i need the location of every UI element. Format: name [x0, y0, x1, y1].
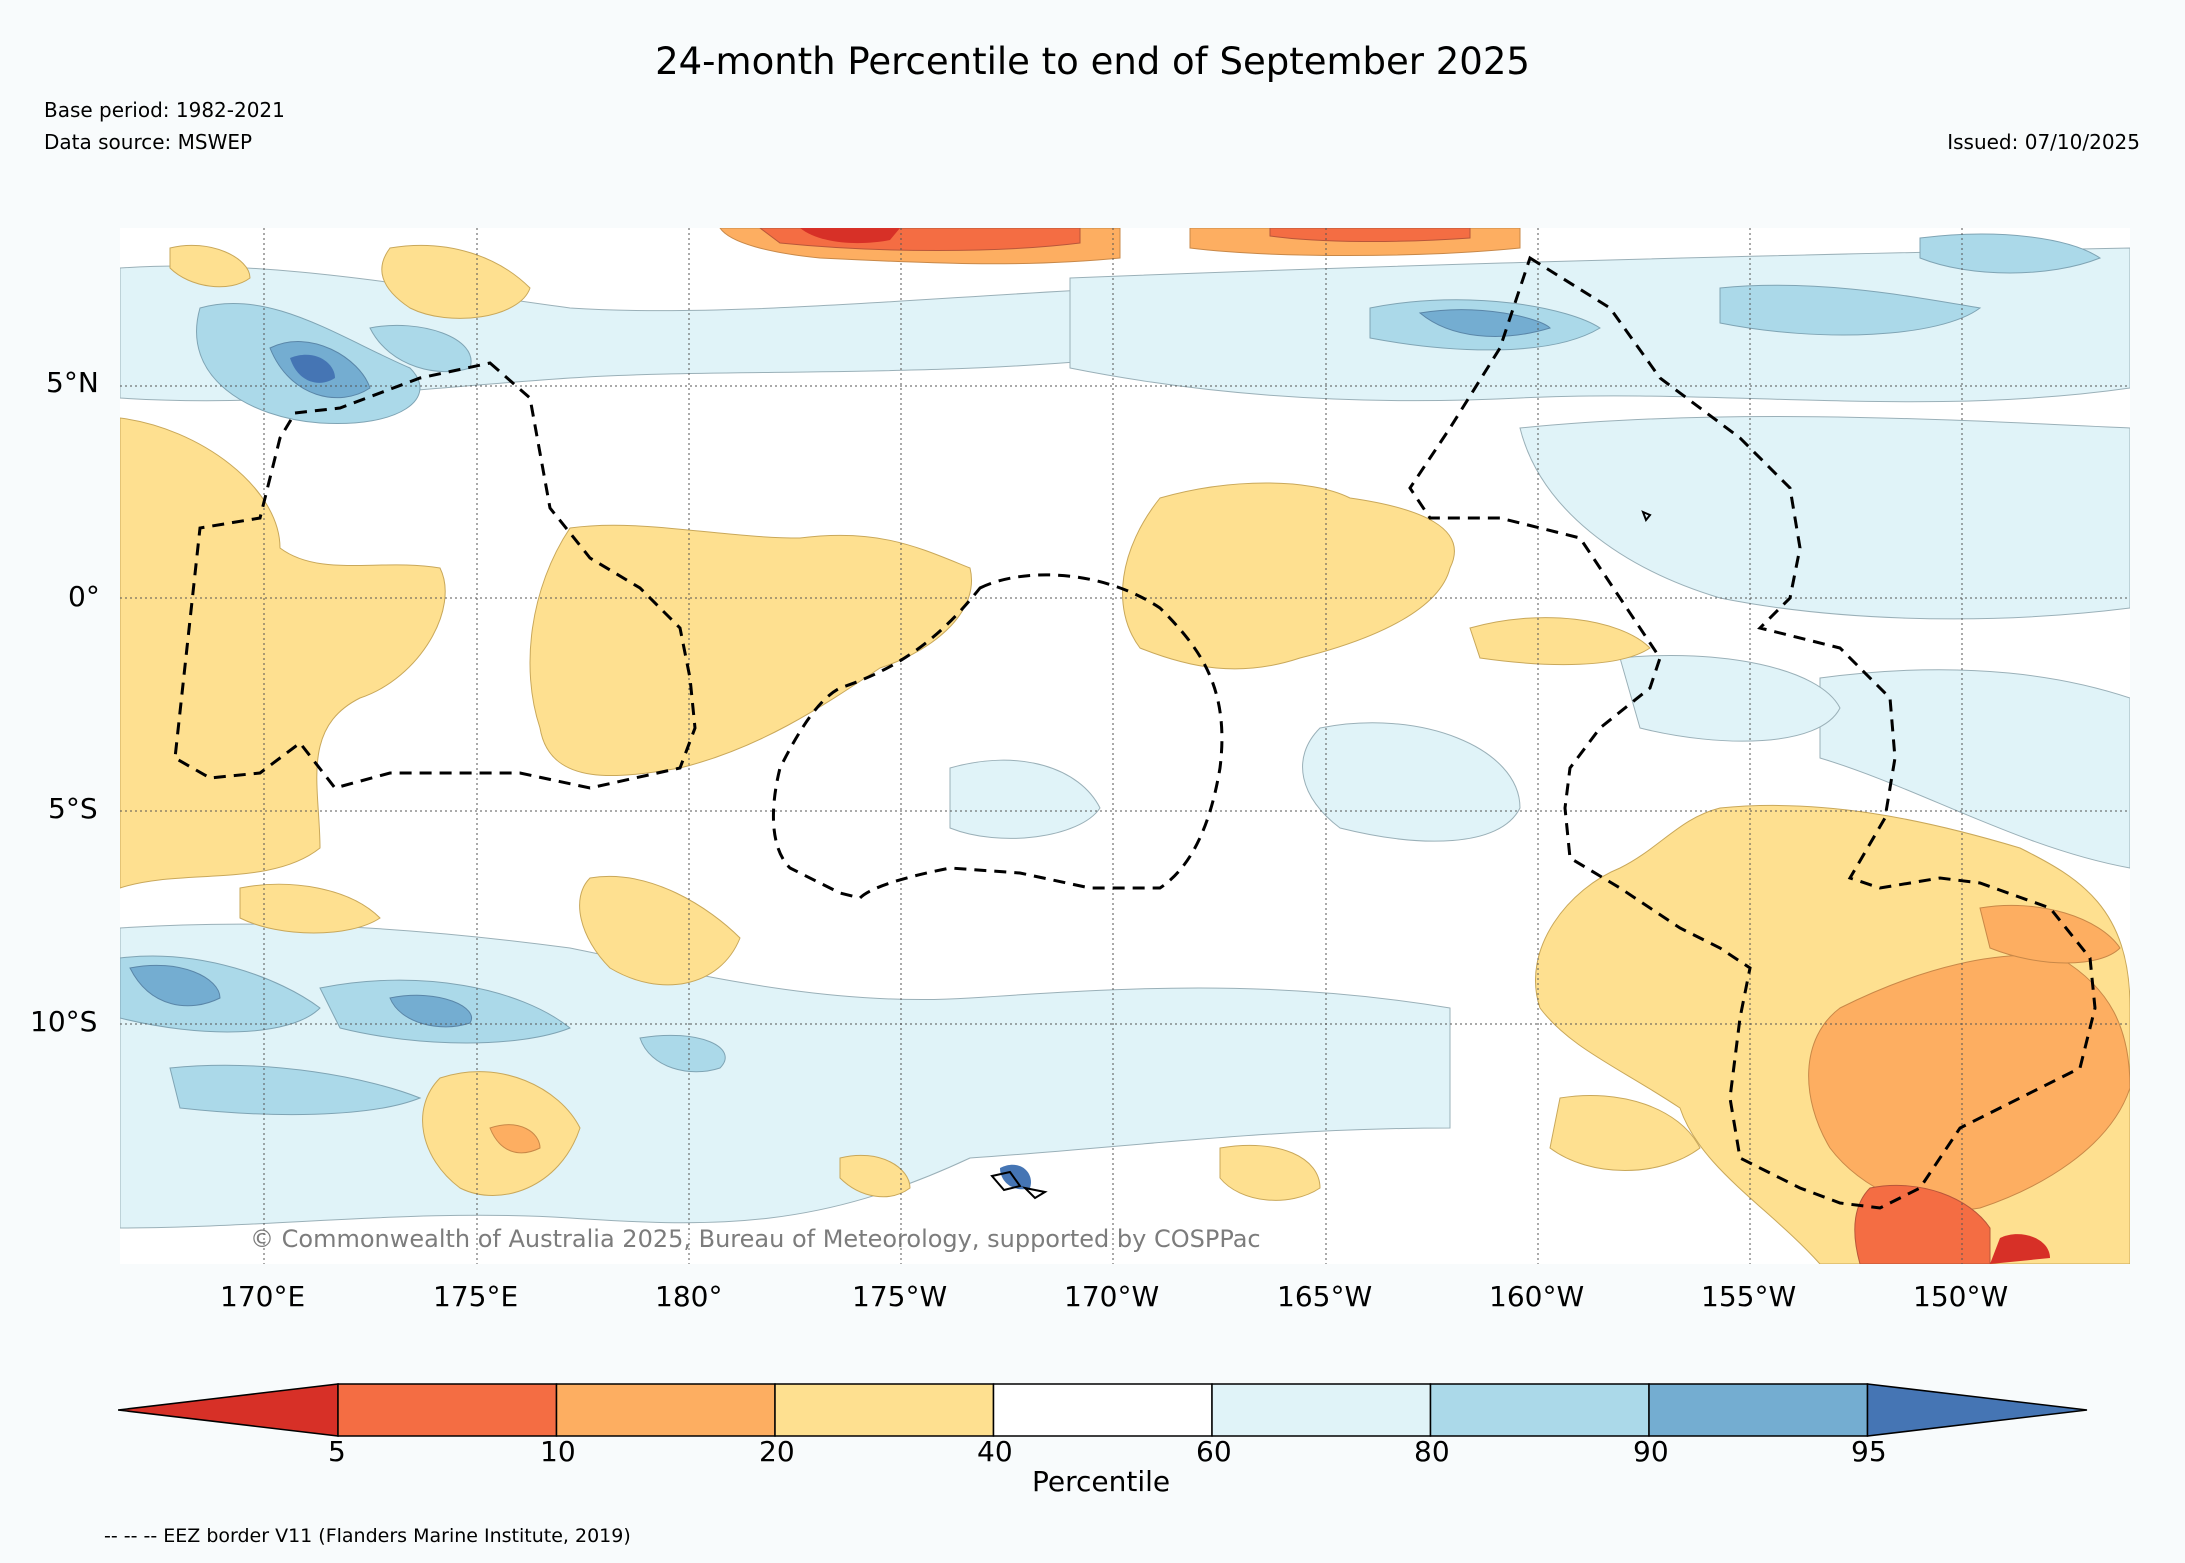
colorbar-tick-40: 40 — [977, 1435, 1013, 1468]
region-below-5 — [800, 228, 2050, 1264]
colorbar-tick-90: 90 — [1633, 1435, 1669, 1468]
lon-label-165w: 165°W — [1277, 1280, 1373, 1313]
colorbar-segment-10-20 — [555, 1383, 776, 1437]
percentile-map: © Commonwealth of Australia 2025, Bureau… — [119, 227, 2131, 1265]
eez-border-kiribati — [1408, 255, 2097, 1210]
colorbar — [117, 1380, 2093, 1444]
colorbar-segment-5-10 — [337, 1383, 558, 1437]
colorbar-svg — [117, 1383, 2088, 1437]
colorbar-segment-60-80 — [1211, 1383, 1432, 1437]
eez-border-tuvalu — [173, 361, 697, 790]
lon-label-175w: 175°W — [852, 1280, 948, 1313]
lon-label-170w: 170°W — [1064, 1280, 1160, 1313]
base-period-text: Base period: 1982-2021 — [44, 98, 285, 122]
eez-borders — [173, 255, 2097, 1210]
colorbar-segment-80-90 — [1429, 1383, 1650, 1437]
island-outline — [1641, 510, 1652, 522]
lon-label-155w: 155°W — [1701, 1280, 1797, 1313]
colorbar-tick-80: 80 — [1414, 1435, 1450, 1468]
island-outline — [990, 1170, 1022, 1192]
copyright-watermark: © Commonwealth of Australia 2025, Bureau… — [250, 1225, 1261, 1253]
colorbar-segment-40-60 — [992, 1383, 1213, 1437]
colorbar-tick-95: 95 — [1851, 1435, 1887, 1468]
colorbar-segment-90-95 — [1648, 1383, 1869, 1437]
colorbar-segment-above-95 — [1866, 1383, 2088, 1437]
colorbar-tick-10: 10 — [540, 1435, 576, 1468]
lon-label-180: 180° — [655, 1280, 723, 1313]
colorbar-tick-5: 5 — [328, 1435, 346, 1468]
island-outline — [1021, 1186, 1048, 1200]
data-source-text: Data source: MSWEP — [44, 130, 253, 154]
colorbar-title: Percentile — [1032, 1465, 1171, 1498]
issued-date-text: Issued: 07/10/2025 — [1947, 130, 2140, 154]
lon-label-170e: 170°E — [220, 1280, 306, 1313]
colorbar-segment-below-5 — [117, 1383, 339, 1437]
eez-legend-note: -- -- -- EEZ border V11 (Flanders Marine… — [104, 1525, 631, 1547]
region-above-95 — [290, 354, 1031, 1190]
lat-label-10s: 10°S — [30, 1005, 98, 1038]
map-title: 24-month Percentile to end of September … — [655, 40, 1530, 83]
graticule — [120, 228, 2130, 1264]
lon-label-150w: 150°W — [1913, 1280, 2009, 1313]
eez-border-tokelau — [772, 573, 1224, 900]
lon-label-160w: 160°W — [1489, 1280, 1585, 1313]
lon-label-175e: 175°E — [433, 1280, 519, 1313]
lat-label-5s: 5°S — [48, 792, 98, 825]
lat-label-0: 0° — [68, 580, 100, 613]
colorbar-tick-60: 60 — [1196, 1435, 1232, 1468]
islands — [990, 510, 1652, 1200]
lat-label-5n: 5°N — [46, 366, 99, 399]
colorbar-segment-20-40 — [774, 1383, 995, 1437]
map-canvas: © Commonwealth of Australia 2025, Bureau… — [119, 227, 2131, 1265]
colorbar-tick-20: 20 — [759, 1435, 795, 1468]
